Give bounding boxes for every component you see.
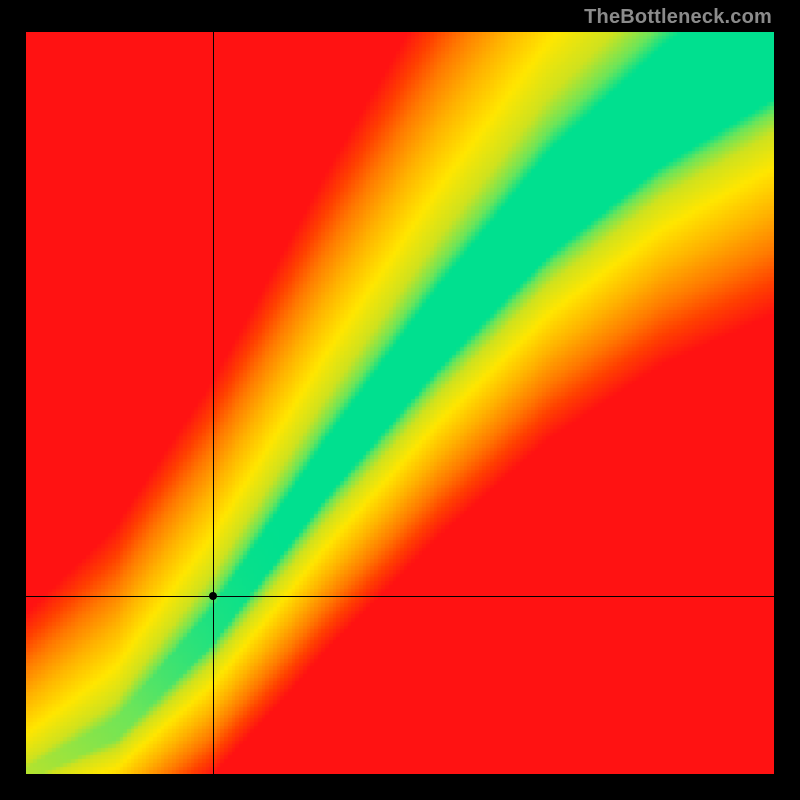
chart-frame: TheBottleneck.com (0, 0, 800, 800)
crosshair-vertical (213, 32, 214, 774)
heatmap-plot (26, 32, 774, 774)
heatmap-canvas (26, 32, 774, 774)
crosshair-marker (209, 592, 217, 600)
watermark-text: TheBottleneck.com (584, 6, 772, 29)
crosshair-horizontal (26, 596, 774, 597)
